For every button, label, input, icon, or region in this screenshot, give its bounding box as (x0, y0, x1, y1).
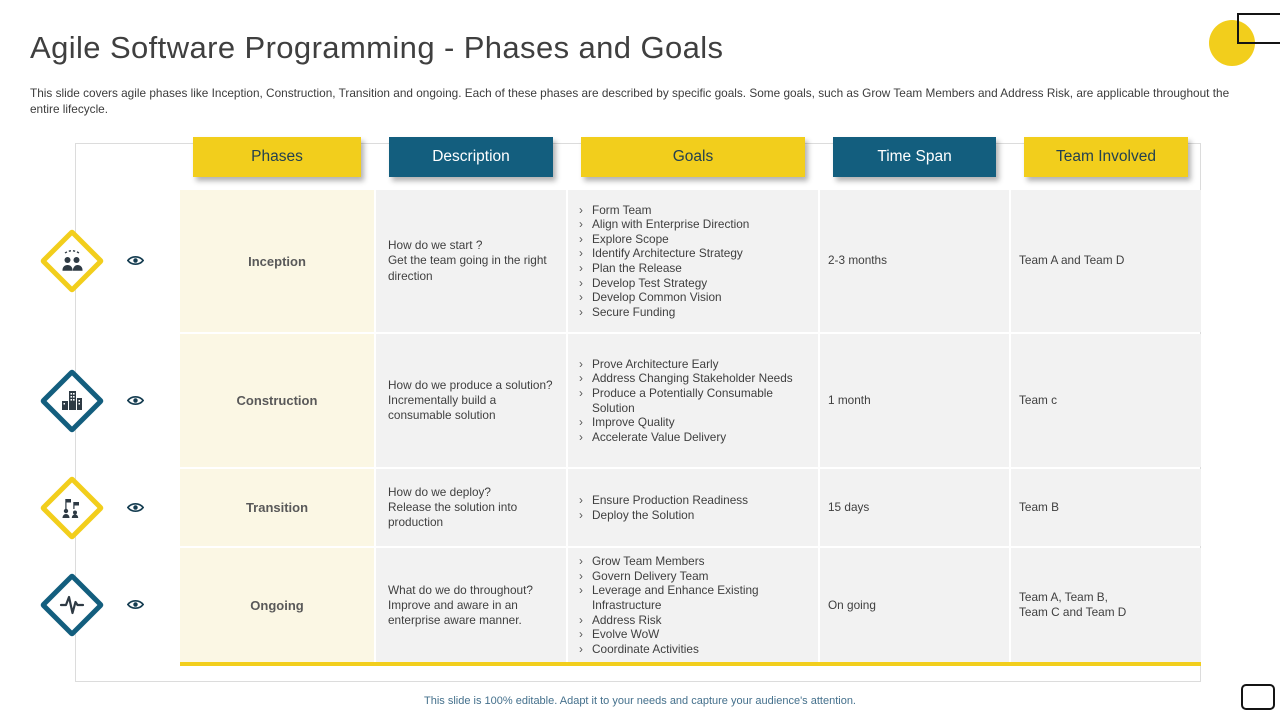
goals-cell: Prove Architecture EarlyAddress Changing… (568, 334, 818, 467)
transition-diamond (39, 474, 105, 541)
timespan-cell: 15 days (820, 469, 1009, 546)
transition-icon (59, 495, 85, 521)
pulse-diamond (39, 572, 105, 638)
goal-list: Grow Team MembersGovern Delivery TeamLev… (576, 554, 814, 656)
column-header-phases: Phases (193, 137, 361, 177)
description-cell: How do we produce a solution? Incrementa… (376, 334, 566, 467)
phase-cell: Ongoing (180, 548, 374, 663)
goal-list: Form TeamAlign with Enterprise Direction… (576, 203, 814, 320)
pulse-icon (59, 592, 85, 618)
team-cell: Team c (1011, 334, 1201, 467)
goal-item: Grow Team Members (576, 554, 814, 569)
phase-cell: Construction (180, 334, 374, 467)
column-header-time-span: Time Span (833, 137, 996, 177)
goal-item: Coordinate Activities (576, 642, 814, 657)
table-body: Inception How do we start ? Get the team … (180, 190, 1201, 663)
timespan-cell: On going (820, 548, 1009, 663)
goal-list: Ensure Production ReadinessDeploy the So… (576, 493, 814, 522)
goals-cell: Grow Team MembersGovern Delivery TeamLev… (568, 548, 818, 663)
column-header-team-involved: Team Involved (1024, 137, 1188, 177)
goal-item: Govern Delivery Team (576, 569, 814, 584)
table-row-ongoing: Ongoing What do we do throughout? Improve… (180, 548, 1201, 663)
decor-rect-bottom (1241, 684, 1275, 710)
table-row-transition: Transition How do we deploy? Release the … (180, 469, 1201, 546)
goals-cell: Form TeamAlign with Enterprise Direction… (568, 190, 818, 332)
table-row-construction: Construction How do we produce a solution… (180, 334, 1201, 467)
goal-item: Explore Scope (576, 232, 814, 247)
column-header-description: Description (389, 137, 553, 177)
page-title: Agile Software Programming - Phases and … (30, 30, 724, 65)
team-cell: Team A and Team D (1011, 190, 1201, 332)
goal-item: Plan the Release (576, 261, 814, 276)
timespan-cell: 1 month (820, 334, 1009, 467)
goal-item: Accelerate Value Delivery (576, 430, 814, 445)
goal-item: Ensure Production Readiness (576, 493, 814, 508)
description-cell: What do we do throughout? Improve and aw… (376, 548, 566, 663)
goal-item: Leverage and Enhance Existing Infrastruc… (576, 583, 814, 612)
slide-subtitle: This slide covers agile phases like Ince… (30, 86, 1230, 116)
goal-item: Evolve WoW (576, 627, 814, 642)
goal-item: Deploy the Solution (576, 508, 814, 523)
team-cell: Team B (1011, 469, 1201, 546)
phase-cell: Inception (180, 190, 374, 332)
goal-item: Develop Common Vision (576, 290, 814, 305)
eye-icon (127, 394, 144, 407)
description-cell: How do we start ? Get the team going in … (376, 190, 566, 332)
team-cell: Team A, Team B, Team C and Team D (1011, 548, 1201, 663)
table-header-row: Phases Description Goals Time Span Team Invo… (180, 137, 1201, 177)
goal-item: Develop Test Strategy (576, 276, 814, 291)
goal-item: Form Team (576, 203, 814, 218)
construction-icon (59, 388, 85, 414)
footer-note: This slide is 100% editable. Adapt it to… (424, 695, 856, 707)
goal-list: Prove Architecture EarlyAddress Changing… (576, 357, 814, 445)
timespan-cell: 2-3 months (820, 190, 1009, 332)
goal-item: Produce a Potentially Consumable Solutio… (576, 386, 814, 415)
table-underline (180, 662, 1201, 666)
goal-item: Improve Quality (576, 415, 814, 430)
decor-rect-top (1237, 13, 1280, 44)
goal-item: Secure Funding (576, 305, 814, 320)
team-formation-icon (59, 248, 85, 274)
goal-item: Prove Architecture Early (576, 357, 814, 372)
goal-item: Address Changing Stakeholder Needs (576, 371, 814, 386)
eye-icon (127, 501, 144, 514)
table-row-inception: Inception How do we start ? Get the team … (180, 190, 1201, 332)
eye-icon (127, 254, 144, 267)
goal-item: Address Risk (576, 613, 814, 628)
description-cell: How do we deploy? Release the solution i… (376, 469, 566, 546)
eye-icon (127, 598, 144, 611)
column-header-goals: Goals (581, 137, 805, 177)
team-formation-diamond (39, 228, 105, 294)
construction-diamond (39, 367, 105, 434)
goal-item: Align with Enterprise Direction (576, 217, 814, 232)
goal-item: Identify Architecture Strategy (576, 246, 814, 261)
goals-cell: Ensure Production ReadinessDeploy the So… (568, 469, 818, 546)
phase-cell: Transition (180, 469, 374, 546)
